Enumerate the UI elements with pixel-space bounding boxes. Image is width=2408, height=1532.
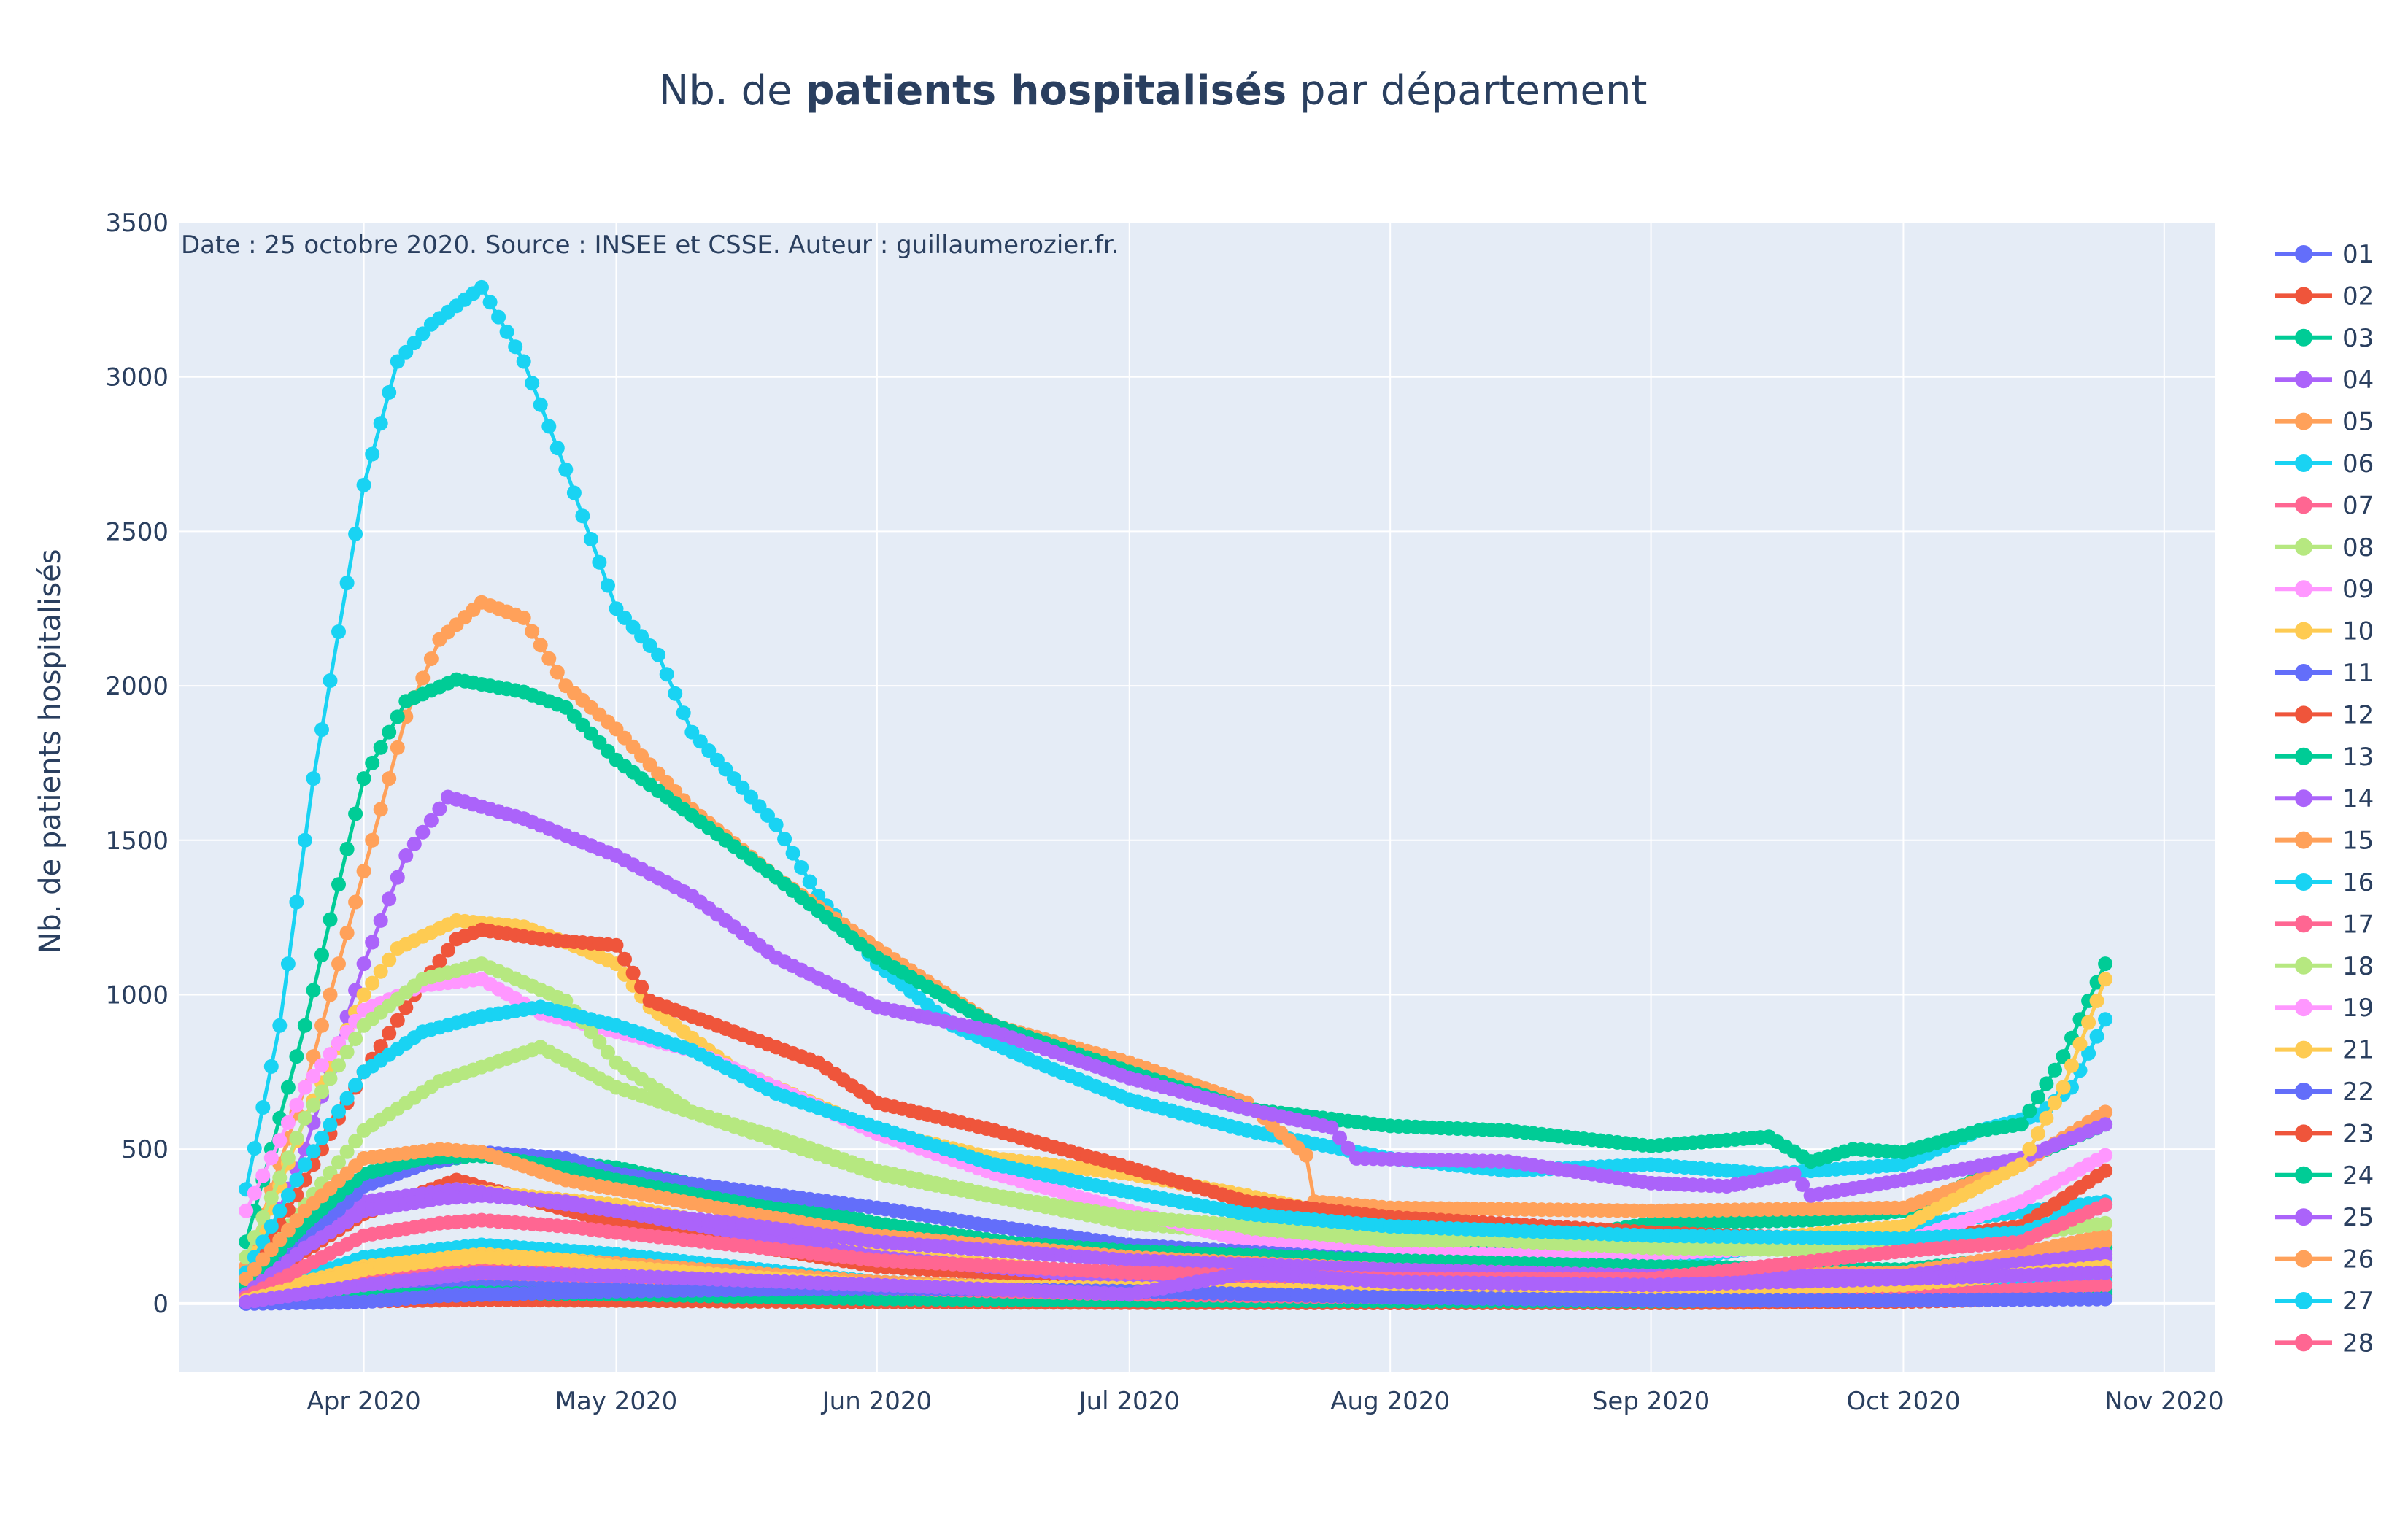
chart-title: Nb. de patients hospitalisés par départe…	[659, 67, 1648, 115]
series-layer	[239, 279, 2113, 1311]
chart-title-part-1: patients hospitalisés	[805, 67, 1286, 115]
data-point	[348, 1134, 363, 1149]
chart-title-part-2: par département	[1286, 67, 1647, 115]
data-point	[339, 1144, 355, 1159]
chart-title-part-0: Nb. de	[659, 67, 806, 115]
data-point	[331, 1155, 346, 1170]
